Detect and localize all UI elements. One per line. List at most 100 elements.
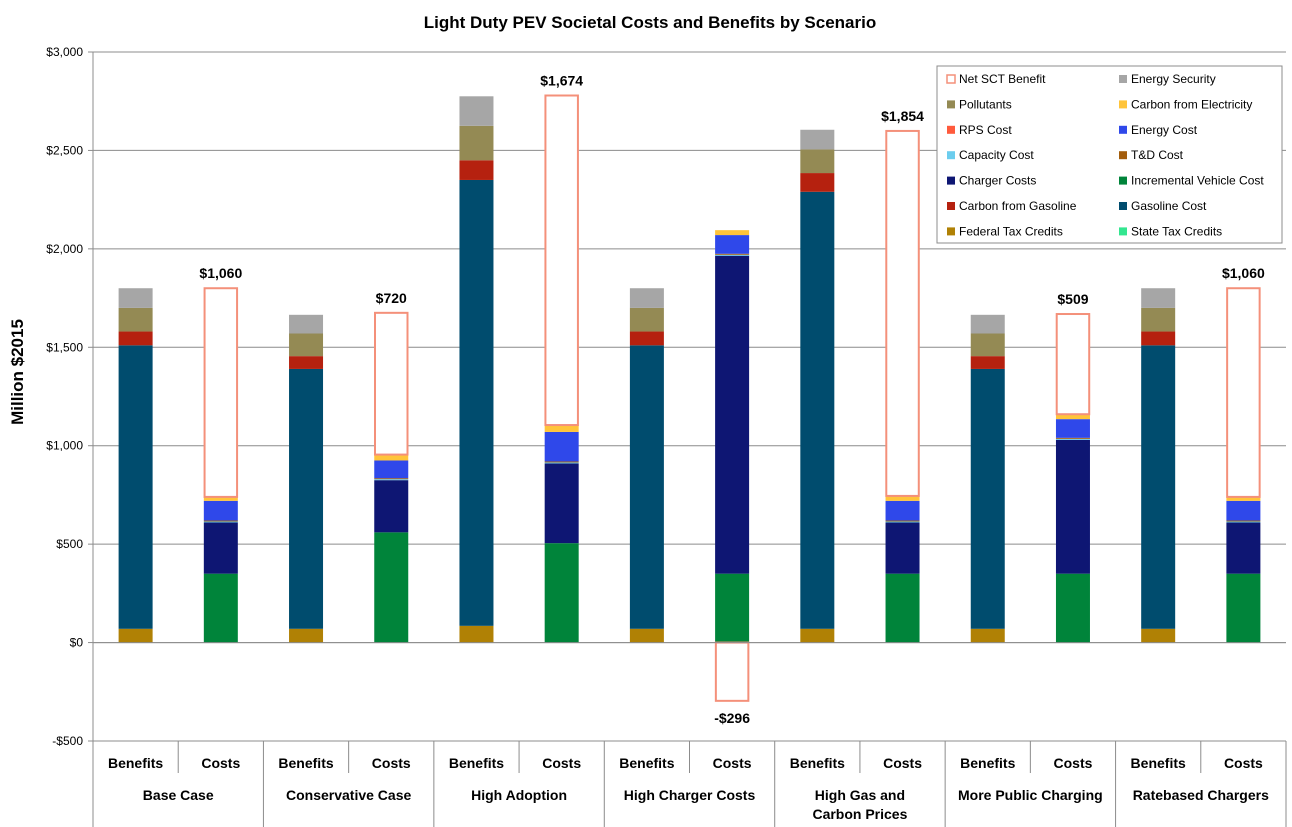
cost-segment-td-cost	[374, 478, 409, 480]
net-benefit-bar	[1226, 287, 1261, 498]
benefit-segment-pollutants	[459, 125, 494, 161]
net-benefit-bar	[885, 129, 920, 497]
benefit-segment-gasoline-cost	[118, 345, 153, 629]
legend-swatch-carbon-electricity	[1119, 100, 1127, 109]
cost-segment-energy-cost	[715, 235, 750, 254]
legend-label-pollutants: Pollutants	[959, 97, 1012, 111]
x-sublabel-benefits: Benefits	[1131, 755, 1186, 771]
x-group-label: High Charger Costs	[624, 787, 756, 803]
cost-segment-carbon-electricity	[715, 230, 750, 236]
benefit-segment-federal-tax-credits	[459, 625, 494, 643]
net-benefit-bar	[374, 311, 409, 456]
cost-segment-incremental-vehicle-cost	[1226, 573, 1261, 643]
legend-label-carbon-electricity: Carbon from Electricity	[1131, 97, 1252, 111]
benefit-segment-pollutants	[970, 333, 1005, 357]
cost-segment-charger-costs	[544, 463, 579, 544]
legend-label-energy-security: Energy Security	[1131, 72, 1216, 86]
legend-swatch-energy-cost	[1119, 125, 1127, 134]
legend-label-carbon-gasoline: Carbon from Gasoline	[959, 199, 1077, 213]
net-benefit-bar	[544, 94, 579, 427]
legend-swatch-pollutants	[947, 100, 955, 109]
cost-segment-incremental-vehicle-cost	[544, 543, 579, 643]
axes	[92, 52, 1287, 827]
cost-segment-capacity-cost	[1055, 438, 1090, 440]
cost-segment-charger-costs	[885, 522, 920, 574]
cost-segment-carbon-electricity	[374, 454, 409, 461]
y-tick-label: $3,000	[46, 45, 83, 59]
benefit-segment-gasoline-cost	[289, 368, 324, 629]
net-benefit-label: $1,060	[199, 265, 242, 281]
x-sublabel-benefits: Benefits	[449, 755, 504, 771]
benefit-segment-pollutants	[1141, 307, 1176, 332]
legend-swatch-federal-tax-credits	[947, 227, 955, 236]
benefit-segment-carbon-gasoline	[459, 160, 494, 180]
x-sublabel-costs: Costs	[372, 755, 411, 771]
x-sublabel-costs: Costs	[713, 755, 752, 771]
cost-segment-charger-costs	[1055, 439, 1090, 574]
net-benefit-bar	[203, 287, 239, 498]
cost-segment-capacity-cost	[885, 521, 920, 523]
cost-segment-td-cost	[203, 520, 238, 522]
legend-swatch-charger-costs	[947, 176, 955, 185]
net-benefit-bar	[714, 641, 750, 702]
benefit-segment-energy-security	[629, 288, 664, 308]
x-group-label: High Adoption	[471, 787, 567, 803]
benefit-segment-federal-tax-credits	[800, 628, 835, 643]
cost-segment-charger-costs	[1226, 522, 1261, 574]
cost-segment-energy-cost	[374, 460, 409, 479]
cost-segment-incremental-vehicle-cost	[374, 532, 409, 643]
cost-segment-carbon-electricity	[885, 495, 920, 501]
cost-segment-incremental-vehicle-cost	[715, 573, 750, 643]
net-benefit-label: $1,060	[1222, 265, 1265, 281]
benefit-segment-pollutants	[629, 307, 664, 332]
x-group-label: Conservative Case	[286, 787, 412, 803]
x-sublabel-benefits: Benefits	[619, 755, 674, 771]
benefit-segment-federal-tax-credits	[970, 628, 1005, 643]
legend-label-federal-tax-credits: Federal Tax Credits	[959, 224, 1063, 238]
cost-segment-capacity-cost	[1226, 521, 1261, 523]
y-tick-label: $2,000	[46, 242, 83, 256]
net-benefit-label: $720	[376, 290, 407, 306]
cost-segment-carbon-electricity	[203, 496, 238, 501]
x-sublabel-costs: Costs	[1224, 755, 1263, 771]
legend-label-incremental-vehicle-cost: Incremental Vehicle Cost	[1131, 174, 1264, 188]
legend-label-gasoline-cost: Gasoline Cost	[1131, 199, 1207, 213]
x-sublabel-costs: Costs	[201, 755, 240, 771]
benefit-segment-energy-security	[800, 129, 835, 150]
legend-swatch-rps-cost	[947, 125, 955, 134]
legend-label-charger-costs: Charger Costs	[959, 174, 1036, 188]
legend-label-rps-cost: RPS Cost	[959, 123, 1012, 137]
cost-segment-capacity-cost	[374, 479, 409, 481]
x-sublabel-costs: Costs	[542, 755, 581, 771]
benefit-segment-gasoline-cost	[970, 368, 1005, 629]
benefit-segment-energy-security	[118, 288, 153, 308]
y-tick-label: $0	[70, 636, 84, 650]
cost-segment-energy-cost	[1055, 419, 1090, 438]
benefit-segment-federal-tax-credits	[629, 628, 664, 643]
chart-title: Light Duty PEV Societal Costs and Benefi…	[424, 13, 876, 32]
x-group-label: High Gas and Carbon Prices	[812, 787, 907, 822]
benefit-segment-energy-security	[459, 96, 494, 126]
benefit-segment-carbon-gasoline	[970, 356, 1005, 369]
legend-swatch-net	[946, 74, 956, 84]
bars	[118, 94, 1261, 702]
legend-swatch-incremental-vehicle-cost	[1119, 176, 1127, 185]
legend-label-capacity-cost: Capacity Cost	[959, 148, 1034, 162]
cost-segment-td-cost	[885, 520, 920, 522]
benefit-segment-carbon-gasoline	[1141, 331, 1176, 346]
x-group-label: More Public Charging	[958, 787, 1103, 803]
y-tick-label: $500	[56, 537, 83, 551]
x-sublabel-benefits: Benefits	[790, 755, 845, 771]
benefit-segment-carbon-gasoline	[800, 173, 835, 192]
x-sublabel-benefits: Benefits	[960, 755, 1015, 771]
cost-segment-carbon-electricity	[544, 425, 579, 432]
cost-segment-incremental-vehicle-cost	[203, 573, 238, 643]
cost-segment-energy-cost	[885, 500, 920, 521]
benefit-segment-pollutants	[118, 307, 153, 332]
benefit-segment-carbon-gasoline	[629, 331, 664, 346]
cost-segment-energy-cost	[1226, 500, 1261, 521]
benefit-segment-carbon-gasoline	[118, 331, 153, 346]
x-sublabel-benefits: Benefits	[278, 755, 333, 771]
cost-segment-incremental-vehicle-cost	[885, 573, 920, 643]
